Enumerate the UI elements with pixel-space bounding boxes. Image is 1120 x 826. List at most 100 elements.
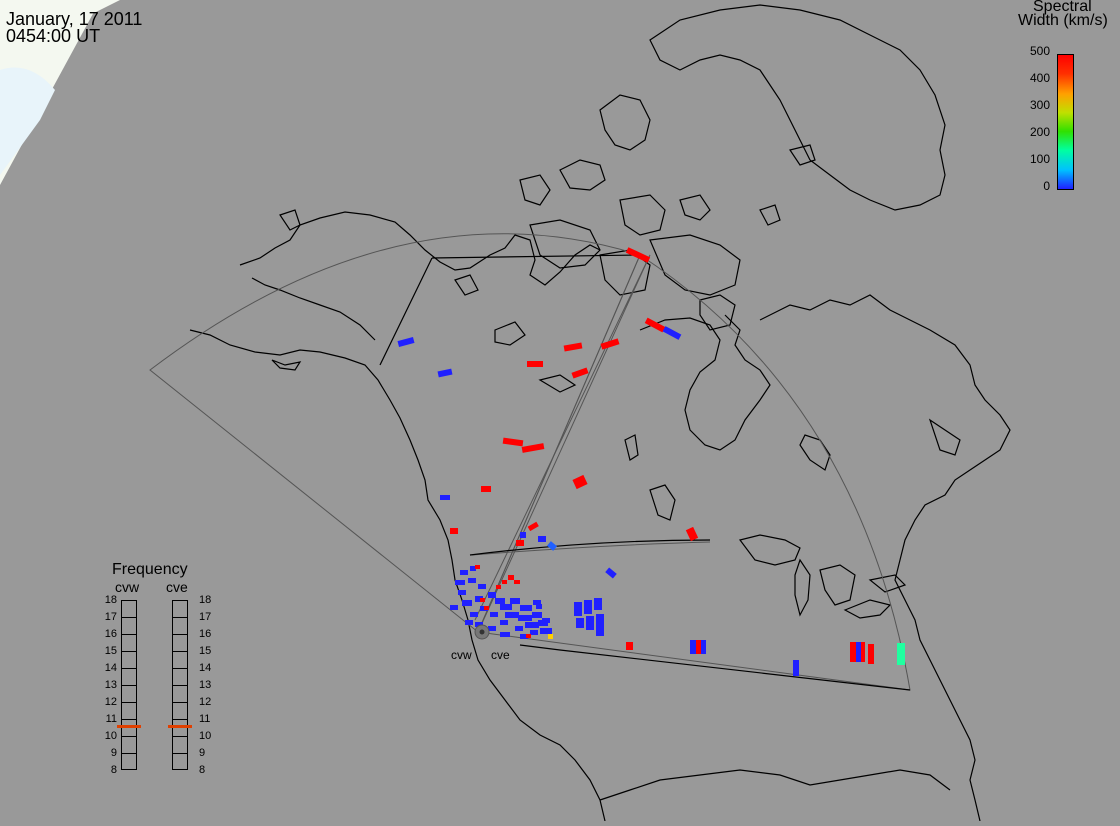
frequency-scale-label: 16 (199, 628, 212, 640)
frequency-cvw-label: cvw (115, 579, 140, 595)
echo-cell (521, 443, 545, 453)
echo-cell (685, 526, 699, 542)
coastlines (189, 4, 1011, 822)
echo-cell (520, 532, 526, 538)
frequency-cell-divider (173, 719, 187, 720)
frequency-cell-divider (122, 753, 136, 754)
frequency-cell-divider (173, 668, 187, 669)
colorbar-tick: 0 (1043, 179, 1050, 193)
echo-cell (856, 642, 861, 662)
echo-cell (626, 642, 633, 650)
echo-cell (662, 326, 682, 340)
frequency-bar-cve (172, 600, 188, 770)
echo-cell (548, 634, 553, 639)
echo-cell (547, 541, 557, 551)
frequency-cell-divider (173, 702, 187, 703)
frequency-cell-divider (173, 736, 187, 737)
echo-cell (397, 337, 415, 347)
near-range-echoes (450, 566, 604, 639)
frequency-cell-divider (122, 634, 136, 635)
colorbar-tick: 200 (1029, 125, 1050, 139)
radar-site-label-cvw: cvw (451, 648, 472, 662)
frequency-cell-divider (173, 753, 187, 754)
colorbar-tick: 400 (1029, 71, 1050, 85)
frequency-scale-label: 8 (110, 764, 117, 776)
colorbar-tick: 500 (1029, 44, 1050, 58)
frequency-cell-divider (122, 702, 136, 703)
frequency-cell-divider (122, 685, 136, 686)
frequency-scale-label: 18 (104, 594, 117, 606)
echo-cell (605, 567, 617, 579)
echo-cell (868, 644, 874, 664)
frequency-title: Frequency (112, 561, 188, 578)
echo-cell (481, 486, 491, 492)
echo-cell (571, 367, 589, 379)
echo-cell (440, 495, 450, 500)
echo-cell (625, 247, 651, 263)
echo-cell (861, 642, 865, 662)
echo-cell (793, 660, 799, 676)
frequency-scale-label: 10 (199, 730, 212, 742)
frequency-cve-label: cve (166, 579, 188, 595)
colorbar-tick: 300 (1029, 98, 1050, 112)
frequency-cell-divider (173, 685, 187, 686)
frequency-scale-label: 14 (104, 662, 117, 674)
frequency-scale-label: 17 (199, 611, 212, 623)
frequency-scale-label: 15 (199, 645, 212, 657)
frequency-scale-label: 14 (199, 662, 212, 674)
echo-cell (696, 640, 701, 654)
frequency-marker-cvw (117, 724, 141, 728)
frequency-scale-label: 11 (105, 713, 117, 725)
radar-fov (149, 233, 911, 691)
echo-cell (600, 338, 620, 350)
near-range-red-echoes (475, 565, 531, 638)
time-label: 0454:00 UT (6, 26, 101, 46)
frequency-bar-cvw (121, 600, 137, 770)
colorbar-gradient (1057, 54, 1074, 190)
frequency-cell-divider (122, 617, 136, 618)
echo-cell (690, 640, 696, 654)
frequency-scale-label: 18 (199, 594, 212, 606)
frequency-scale-label: 9 (110, 747, 117, 759)
frequency-cell-divider (173, 651, 187, 652)
frequency-scale-label: 12 (199, 696, 212, 708)
daylight-region (0, 0, 120, 185)
frequency-scale-label: 9 (199, 747, 206, 759)
colorbar-title: Spectral (1033, 0, 1092, 15)
frequency-scale-label: 10 (104, 730, 117, 742)
frequency-cell-divider (173, 634, 187, 635)
echo-cell (450, 528, 458, 534)
fov-boundaries (379, 254, 911, 691)
frequency-scale-label: 16 (104, 628, 117, 640)
echo-cell (701, 640, 706, 654)
colorbar-tick: 100 (1029, 152, 1050, 166)
frequency-marker-cve (168, 724, 192, 728)
echo-cell (850, 642, 856, 662)
frequency-scale-label: 11 (199, 713, 211, 725)
echo-cell (527, 521, 539, 532)
echo-cell (572, 474, 588, 490)
frequency-scale-label: 12 (104, 696, 117, 708)
radar-echoes (397, 247, 905, 676)
frequency-cell-divider (122, 651, 136, 652)
echo-cell (516, 540, 524, 546)
frequency-cell-divider (173, 617, 187, 618)
echo-cell (502, 437, 524, 447)
echo-cell (644, 317, 666, 333)
colorbar-unit: Width (km/s) (1018, 12, 1108, 29)
frequency-scale-label: 17 (104, 611, 117, 623)
echo-cell (437, 368, 453, 378)
radar-site-label-cve: cve (491, 648, 510, 662)
echo-cell (897, 643, 905, 665)
frequency-scale-label: 15 (104, 645, 117, 657)
frequency-cell-divider (122, 719, 136, 720)
frequency-scale-label: 13 (199, 679, 212, 691)
echo-cell (538, 536, 546, 542)
radar-site-dot (479, 629, 485, 635)
echo-cell (563, 342, 583, 352)
frequency-scale-label: 8 (199, 764, 206, 776)
date-label: January, 17 2011 (6, 9, 143, 29)
frequency-cell-divider (122, 736, 136, 737)
echo-cell (527, 361, 543, 367)
